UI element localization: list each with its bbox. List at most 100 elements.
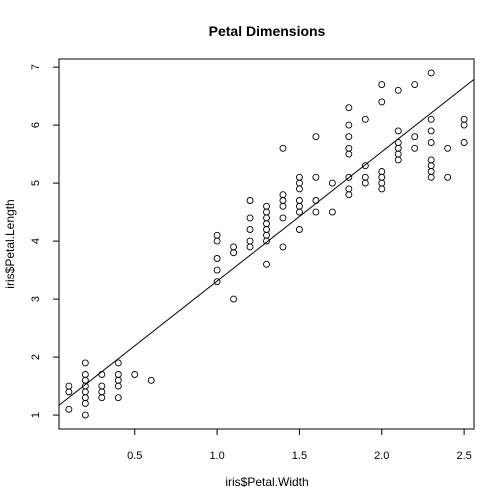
x-tick-label: 2.5 xyxy=(456,450,471,462)
data-point xyxy=(411,81,419,88)
data-point xyxy=(427,139,435,146)
data-point xyxy=(213,237,221,245)
y-tick-label: 2 xyxy=(30,354,42,360)
data-point xyxy=(263,231,270,239)
data-point xyxy=(460,139,468,146)
data-point xyxy=(65,405,73,413)
data-point xyxy=(345,191,353,199)
data-point xyxy=(295,226,303,233)
data-point xyxy=(279,144,287,152)
data-point xyxy=(427,127,435,135)
data-point xyxy=(460,121,468,129)
data-point xyxy=(312,173,320,181)
data-point xyxy=(295,202,303,210)
data-point xyxy=(427,168,435,175)
y-tick-label: 7 xyxy=(30,64,42,70)
data-point xyxy=(81,400,89,407)
data-point xyxy=(328,208,336,216)
data-point xyxy=(378,81,386,88)
data-point xyxy=(81,388,89,396)
regression-line xyxy=(58,78,475,406)
data-point xyxy=(114,376,122,384)
data-point xyxy=(114,359,122,367)
data-point xyxy=(378,173,386,181)
data-point xyxy=(411,144,419,152)
data-point xyxy=(394,156,402,164)
data-point xyxy=(427,115,435,123)
data-point xyxy=(444,144,452,152)
data-point xyxy=(98,382,106,390)
x-tick-label: 1.0 xyxy=(209,450,224,462)
data-point xyxy=(444,173,452,181)
y-tick-label: 5 xyxy=(30,180,42,186)
x-axis: 0.5 1.0 1.5 2.0 2.5 xyxy=(127,429,472,462)
data-point xyxy=(213,231,221,239)
data-point xyxy=(345,104,353,112)
data-point xyxy=(98,394,106,402)
data-point xyxy=(279,197,287,204)
data-point xyxy=(345,121,353,129)
data-point xyxy=(295,179,303,187)
data-point xyxy=(427,156,435,164)
data-point xyxy=(279,191,287,199)
data-point xyxy=(114,394,122,402)
data-point xyxy=(378,185,386,193)
points-layer xyxy=(65,69,468,419)
data-point xyxy=(328,179,336,187)
data-point xyxy=(295,197,303,204)
data-point xyxy=(246,226,254,233)
data-point xyxy=(378,168,386,175)
data-point xyxy=(98,388,106,396)
data-point xyxy=(345,144,353,152)
data-point xyxy=(279,243,287,251)
y-tick-label: 4 xyxy=(30,238,42,244)
y-axis-label: iris$Petal.Length xyxy=(3,199,17,288)
data-point xyxy=(263,214,270,222)
data-point xyxy=(81,411,89,419)
data-point xyxy=(427,162,435,170)
x-tick-label: 2.0 xyxy=(374,450,389,462)
data-point xyxy=(279,202,287,210)
data-point xyxy=(312,133,320,141)
data-point xyxy=(147,376,155,384)
data-point xyxy=(312,197,320,204)
data-point xyxy=(411,133,419,141)
chart-title: Petal Dimensions xyxy=(209,23,326,39)
data-point xyxy=(246,237,254,245)
data-point xyxy=(378,179,386,187)
y-axis: 1 2 3 4 5 6 7 xyxy=(30,64,59,418)
data-point xyxy=(295,173,303,181)
plot-frame xyxy=(58,58,475,430)
data-point xyxy=(230,295,238,303)
data-point xyxy=(394,139,402,146)
data-point xyxy=(361,173,369,181)
data-point xyxy=(81,394,89,402)
data-point xyxy=(246,197,254,204)
data-point xyxy=(394,127,402,135)
data-point xyxy=(263,208,270,216)
y-tick-label: 6 xyxy=(30,122,42,128)
x-axis-label: iris$Petal.Width xyxy=(225,475,308,489)
data-point xyxy=(361,115,369,123)
data-point xyxy=(263,260,270,268)
y-tick-label: 3 xyxy=(30,296,42,302)
x-tick-label: 0.5 xyxy=(127,450,142,462)
data-point xyxy=(394,86,402,94)
data-point xyxy=(230,249,238,257)
data-point xyxy=(131,371,139,378)
data-point xyxy=(213,278,221,286)
data-point xyxy=(263,220,270,228)
data-point xyxy=(98,371,106,378)
data-point xyxy=(312,208,320,216)
data-point xyxy=(345,150,353,158)
data-point xyxy=(246,243,254,251)
data-point xyxy=(114,382,122,390)
data-point xyxy=(361,179,369,187)
data-point xyxy=(427,69,435,77)
data-point xyxy=(345,133,353,141)
data-point xyxy=(394,150,402,158)
data-point xyxy=(279,214,287,222)
data-point xyxy=(263,226,270,233)
x-tick-label: 1.5 xyxy=(292,450,307,462)
